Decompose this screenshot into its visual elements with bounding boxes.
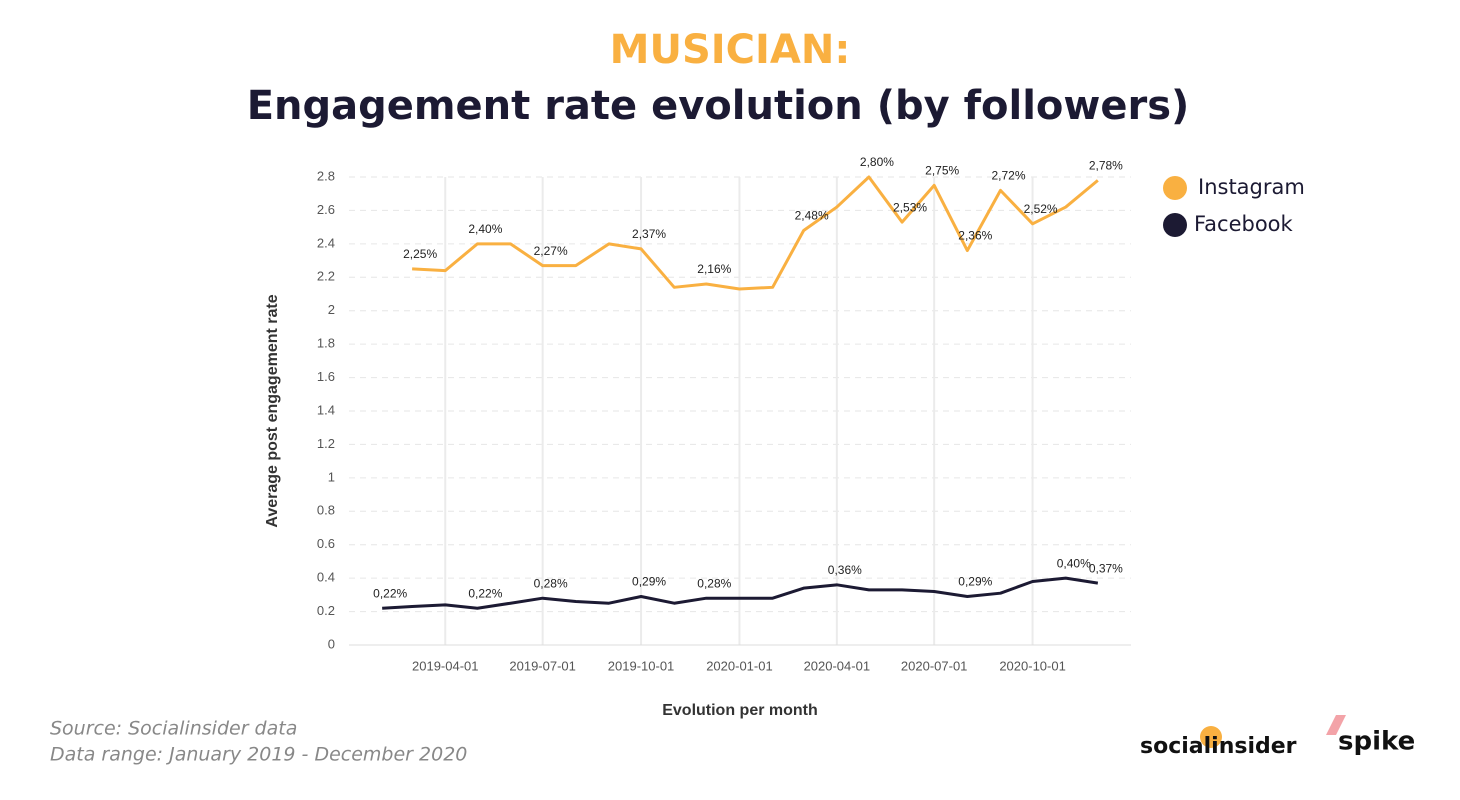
logo-dot xyxy=(1200,726,1222,748)
logo-mark xyxy=(1326,715,1346,735)
data-label: 2,75% xyxy=(925,164,959,178)
data-label: 2,25% xyxy=(403,247,437,261)
x-axis-label: Evolution per month xyxy=(662,702,818,719)
data-label: 2,72% xyxy=(991,169,1025,183)
data-label: 0,37% xyxy=(1089,561,1123,575)
y-tick-label: 2.8 xyxy=(317,168,335,183)
x-tick-label: 2019-10-01 xyxy=(608,658,675,673)
y-tick-label: 2 xyxy=(328,302,335,317)
y-tick-label: 1.4 xyxy=(317,402,335,417)
y-tick-label: 2.2 xyxy=(317,269,335,284)
x-tick-label: 2020-04-01 xyxy=(804,658,871,673)
data-label: 0,28% xyxy=(534,576,568,590)
data-label: 2,53% xyxy=(893,200,927,214)
y-tick-label: 0.2 xyxy=(317,603,335,618)
x-tick-label: 2020-07-01 xyxy=(901,658,968,673)
data-label: 2,80% xyxy=(860,155,894,169)
chart-subtitle: Engagement rate evolution (by followers) xyxy=(247,83,1190,129)
data-label: 2,40% xyxy=(468,222,502,236)
series-line xyxy=(382,576,1099,610)
y-tick-label: 0 xyxy=(328,636,335,651)
x-tick-label: 2020-01-01 xyxy=(706,658,773,673)
legend-label: Facebook xyxy=(1194,212,1294,236)
y-tick-label: 2.4 xyxy=(317,235,335,250)
y-tick-label: 2.6 xyxy=(317,202,335,217)
y-axis-label: Average post engagement rate xyxy=(264,294,281,527)
y-tick-label: 0.4 xyxy=(317,570,335,585)
legend-swatch xyxy=(1163,213,1187,237)
data-label: 2,16% xyxy=(697,262,731,276)
data-label: 0,40% xyxy=(1057,556,1091,570)
logo: spike xyxy=(1338,727,1415,757)
legend-swatch xyxy=(1163,176,1187,200)
legend-label: Instagram xyxy=(1198,175,1305,199)
range-note: Data range: January 2019 - December 2020 xyxy=(50,744,467,766)
data-label: 2,36% xyxy=(958,229,992,243)
data-label: 0,29% xyxy=(632,575,666,589)
data-label: 2,48% xyxy=(795,209,829,223)
y-tick-label: 1.2 xyxy=(317,436,335,451)
data-label: 2,27% xyxy=(534,244,568,258)
x-tick-label: 2019-07-01 xyxy=(509,658,576,673)
data-label: 2,78% xyxy=(1089,159,1123,173)
chart-title: MUSICIAN: xyxy=(610,27,851,73)
y-tick-label: 1 xyxy=(328,469,335,484)
data-label: 0,22% xyxy=(373,586,407,600)
logo: socialinsider xyxy=(1140,734,1297,759)
x-tick-label: 2020-10-01 xyxy=(999,658,1066,673)
source-note: Source: Socialinsider data xyxy=(50,718,297,740)
y-tick-label: 0.8 xyxy=(317,503,335,518)
x-tick-label: 2019-04-01 xyxy=(412,658,479,673)
data-label: 0,28% xyxy=(697,576,731,590)
data-label: 0,22% xyxy=(468,586,502,600)
y-tick-label: 1.8 xyxy=(317,336,335,351)
y-tick-label: 1.6 xyxy=(317,369,335,384)
data-label: 0,36% xyxy=(828,563,862,577)
data-label: 0,29% xyxy=(958,575,992,589)
y-tick-label: 0.6 xyxy=(317,536,335,551)
data-label: 2,52% xyxy=(1024,202,1058,216)
data-label: 2,37% xyxy=(632,227,666,241)
series-line xyxy=(412,175,1099,291)
